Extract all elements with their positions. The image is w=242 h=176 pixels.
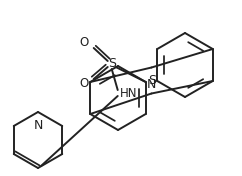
Text: O: O [79, 36, 88, 49]
Text: S: S [149, 74, 157, 87]
Text: HN: HN [120, 87, 137, 100]
Text: S: S [108, 58, 116, 71]
Text: N: N [33, 119, 43, 132]
Text: O: O [79, 77, 88, 90]
Text: N: N [147, 77, 156, 90]
